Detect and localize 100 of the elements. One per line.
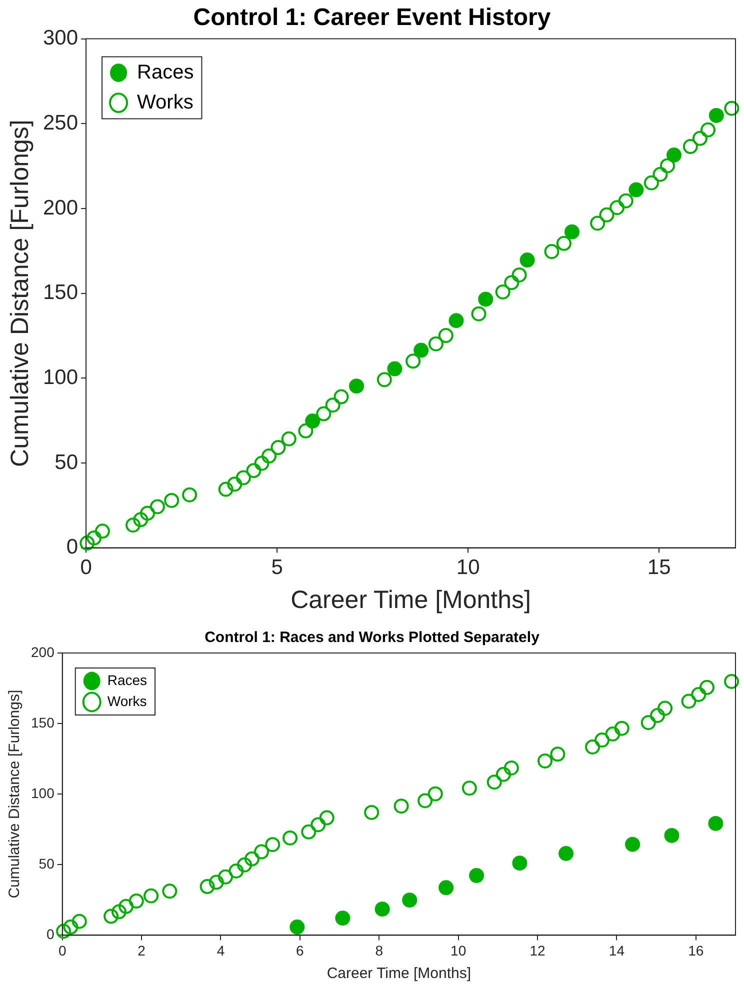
x-tick-label: 6 <box>296 942 304 958</box>
point <box>364 804 380 820</box>
point <box>298 423 314 438</box>
point <box>56 924 72 939</box>
legend-label: Works <box>137 91 194 114</box>
y-tick-label: 50 <box>54 450 78 474</box>
point <box>558 846 574 862</box>
point <box>462 780 477 796</box>
y-tick-label: 200 <box>42 196 78 220</box>
y-tick-label: 100 <box>42 366 78 389</box>
point <box>428 336 444 352</box>
point <box>692 130 708 146</box>
x-axis-title: Career Time [Months] <box>326 965 472 982</box>
point <box>708 816 724 831</box>
x-tick-label: 16 <box>688 942 704 958</box>
point <box>618 193 634 208</box>
point <box>512 267 527 282</box>
point <box>556 236 572 251</box>
point <box>301 824 316 840</box>
point <box>262 448 277 464</box>
point <box>550 746 566 762</box>
point <box>406 354 421 369</box>
point <box>478 292 494 307</box>
point <box>310 817 326 832</box>
point <box>164 492 180 508</box>
x-tick-label: 15 <box>647 556 671 580</box>
point <box>208 874 224 890</box>
point <box>512 856 528 871</box>
point <box>237 857 252 872</box>
y-tick-label: 50 <box>38 856 55 872</box>
point <box>150 499 165 514</box>
legend-label: Works <box>107 692 147 709</box>
point <box>700 122 716 138</box>
point <box>564 224 580 240</box>
y-tick-label: 0 <box>66 536 78 559</box>
y-axis-title: Cumulative Distance [Furlongs] <box>6 120 34 467</box>
point <box>471 306 486 322</box>
point <box>610 200 625 216</box>
point <box>418 793 433 808</box>
point <box>394 798 409 814</box>
point <box>246 463 262 478</box>
point <box>496 766 511 782</box>
point <box>402 892 418 908</box>
y-tick-label: 300 <box>42 26 78 50</box>
x-tick-label: 4 <box>216 942 225 958</box>
point <box>724 100 740 116</box>
point <box>469 868 484 884</box>
legend-label: Races <box>137 61 194 84</box>
point <box>699 680 714 695</box>
point <box>374 902 390 917</box>
y-tick-label: 150 <box>31 714 55 730</box>
point <box>265 837 280 852</box>
point <box>254 456 270 471</box>
x-tick-label: 14 <box>608 942 625 958</box>
point <box>448 313 464 328</box>
point <box>162 884 178 899</box>
point <box>724 674 740 689</box>
chart-title: Control 1: Races and Works Plotted Separately <box>204 629 540 646</box>
point <box>218 482 234 497</box>
point <box>316 406 332 422</box>
point <box>691 686 706 702</box>
point <box>128 894 144 909</box>
point <box>544 244 560 260</box>
point <box>200 879 215 894</box>
point <box>218 869 233 884</box>
point <box>104 908 119 924</box>
point <box>236 470 251 486</box>
y-tick-label: 200 <box>31 644 55 660</box>
point <box>538 753 553 768</box>
point <box>495 284 510 300</box>
point <box>334 389 349 404</box>
point <box>282 830 298 846</box>
point <box>72 914 87 929</box>
legend-label: Races <box>107 672 148 688</box>
point <box>270 440 286 456</box>
point <box>585 739 600 754</box>
point <box>227 476 242 492</box>
point <box>414 342 429 358</box>
point <box>599 207 614 222</box>
x-tick-label: 10 <box>450 942 466 958</box>
x-tick-label: 10 <box>456 556 480 580</box>
point <box>349 378 364 394</box>
point <box>594 732 610 748</box>
point <box>281 431 296 446</box>
point <box>63 920 78 935</box>
x-tick-label: 5 <box>271 556 283 580</box>
y-tick-label: 0 <box>46 926 55 942</box>
point <box>664 828 680 843</box>
point <box>504 275 520 290</box>
point <box>605 726 620 742</box>
point <box>520 252 535 268</box>
point <box>80 536 95 551</box>
point <box>254 844 270 860</box>
point <box>504 760 519 776</box>
point <box>182 487 198 502</box>
y-axis-title: Cumulative Distance [Furlongs] <box>6 690 24 898</box>
point <box>126 518 141 533</box>
point <box>86 530 102 546</box>
point <box>335 910 350 926</box>
point <box>650 708 665 724</box>
